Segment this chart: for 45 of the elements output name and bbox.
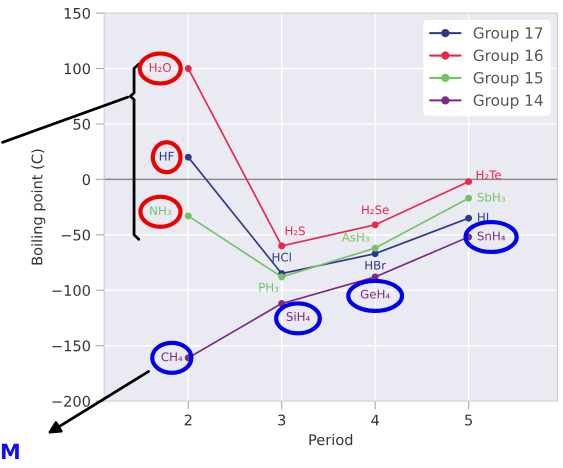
x-tick-label: 5: [465, 414, 472, 426]
y-tick-label: 150: [64, 8, 90, 19]
y-tick-label: 0: [82, 174, 90, 186]
annotation: H₂O: [150, 63, 171, 72]
legend-label: Group 14: [474, 94, 543, 109]
point: [278, 242, 286, 250]
annotation: CH₄: [162, 352, 182, 362]
x-axis-title: Period: [309, 434, 352, 446]
point: [184, 65, 192, 72]
point: [184, 212, 192, 220]
y-tick-label: −200: [52, 396, 90, 407]
point: [184, 154, 192, 161]
point: [372, 244, 379, 252]
y-tick-label: −100: [52, 284, 90, 296]
point: [465, 214, 472, 222]
y-tick-label: −50: [62, 230, 90, 241]
annotation: HF: [160, 152, 174, 160]
annotation: SiH₄: [286, 312, 310, 321]
point: [465, 178, 472, 186]
y-tick-label: 50: [74, 118, 90, 130]
point: [278, 273, 286, 280]
annotation: H₂Se: [362, 205, 389, 214]
legend-label: Group 15: [474, 72, 542, 86]
text: M: [2, 444, 19, 459]
annotation: HI: [478, 212, 488, 222]
x-tick-label: 2: [184, 414, 192, 426]
annotation: NH₃: [150, 206, 171, 216]
annotation: H₂Te: [476, 170, 501, 180]
annotation: SbH₃: [478, 192, 505, 202]
y-axis-title: Boiling point (C): [31, 150, 46, 264]
legend-label: Group 17: [474, 27, 542, 42]
y-tick-label: −150: [52, 340, 90, 352]
annotation: AsH₃: [342, 232, 369, 242]
annotation: HBr: [365, 260, 386, 270]
x-tick-label: 3: [278, 414, 286, 426]
point: [465, 194, 472, 202]
legend-label: Group 16: [474, 50, 543, 64]
annotation: H₂S: [286, 226, 305, 236]
annotation: PH₃: [259, 282, 278, 292]
y-tick-label: 100: [64, 63, 90, 74]
point: [372, 221, 379, 228]
annotation: HCl: [272, 252, 291, 262]
annotation: GeH₄: [360, 290, 390, 299]
x-tick-label: 4: [371, 414, 379, 426]
annotation: SnH₄: [478, 232, 506, 240]
